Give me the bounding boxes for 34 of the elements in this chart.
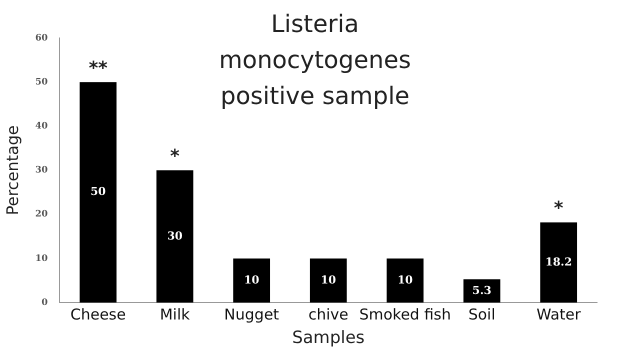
x-tick-label: Cheese	[70, 305, 126, 324]
bar	[310, 258, 347, 303]
data-label: 5.3	[472, 284, 492, 297]
annotation: *	[554, 198, 564, 220]
y-tick-label: 10	[35, 254, 48, 264]
data-label: 18.2	[545, 255, 572, 268]
y-axis-title: Percentage	[2, 125, 22, 216]
annotation: *	[170, 146, 180, 167]
bar	[540, 222, 578, 303]
y-tick-label: 40	[35, 122, 48, 132]
y-tick-label: 30	[35, 166, 48, 176]
x-tick-label: Smoked fish	[359, 305, 451, 324]
data-label: 10	[320, 273, 336, 286]
data-label: 30	[167, 229, 183, 242]
chart-title: Listeria monocytogenes positive sample	[218, 9, 412, 112]
x-tick-label: Milk	[160, 305, 190, 324]
x-axis-title: Samples	[292, 328, 365, 348]
bar	[386, 258, 424, 303]
x-tick-label: chive	[308, 305, 348, 324]
x-tick-label: Soil	[468, 305, 496, 324]
data-label: 10	[397, 273, 414, 286]
y-tick-label: 60	[35, 33, 48, 44]
data-label: 50	[90, 185, 106, 198]
y-tick-label: 0	[41, 298, 48, 308]
bar	[156, 170, 194, 303]
y-tick-label: 50	[35, 77, 48, 88]
annotation: **	[88, 58, 108, 79]
x-tick-label: Nugget	[224, 305, 280, 324]
bar	[463, 279, 500, 303]
data-label: 10	[244, 273, 260, 286]
bar	[233, 258, 270, 303]
y-tick-label: 20	[35, 210, 48, 220]
bar	[80, 82, 117, 303]
x-tick-label: Water	[536, 305, 582, 324]
